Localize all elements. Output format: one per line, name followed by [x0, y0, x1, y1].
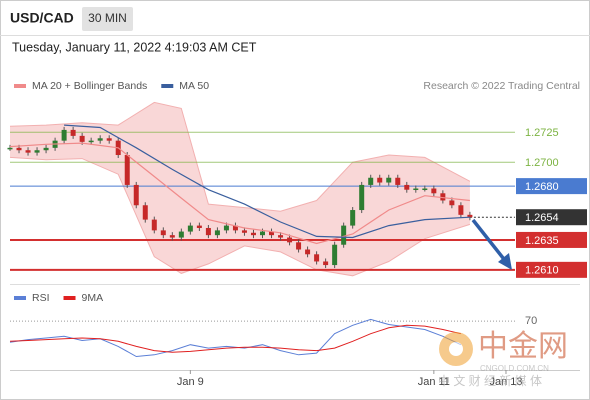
- candle: [449, 200, 455, 206]
- x-tick-label: Jan 11: [418, 376, 450, 388]
- candle: [431, 188, 437, 194]
- candle: [7, 147, 13, 150]
- candle: [269, 231, 275, 236]
- ma-line: [64, 124, 470, 239]
- candle: [260, 231, 265, 236]
- candle: [359, 184, 365, 211]
- legend-swatch: [161, 84, 174, 88]
- watermark-name: 中金网: [478, 330, 568, 363]
- candle: [151, 219, 157, 231]
- level-label: 1.2700: [525, 157, 559, 169]
- candle: [422, 188, 428, 191]
- x-tick-label: Jan 13: [489, 376, 522, 388]
- candle: [332, 244, 338, 266]
- legend-label: 9MA: [82, 292, 104, 304]
- symbol: USD/CAD: [10, 10, 74, 26]
- level-box: [516, 209, 587, 226]
- level-box: [516, 231, 587, 248]
- candle: [458, 205, 464, 215]
- timeframe: 30 MIN: [88, 11, 127, 25]
- watermark-slogan: 中 文 财 经 新 媒 体: [438, 373, 542, 388]
- candle: [97, 138, 103, 141]
- watermark-logo-inner: [449, 342, 463, 356]
- candle: [467, 214, 473, 218]
- candle: [250, 232, 256, 236]
- candle: [187, 225, 193, 232]
- y-tick-label: 70: [525, 315, 537, 327]
- candle: [323, 261, 329, 266]
- candle: [377, 177, 383, 183]
- candle: [88, 140, 94, 143]
- source: Research © 2022 Trading Central: [423, 80, 580, 92]
- legend-label: RSI: [32, 292, 50, 304]
- candle: [169, 235, 175, 238]
- band-line: [9, 101, 471, 212]
- candle: [368, 177, 374, 185]
- candle: [16, 147, 22, 151]
- candle: [178, 231, 184, 238]
- datetime: Tuesday, January 11, 2022 4:19:03 AM CET: [12, 40, 257, 54]
- band-line: [9, 156, 471, 277]
- legend-label: MA 50: [179, 80, 209, 92]
- candle: [223, 225, 229, 231]
- candle: [404, 184, 410, 190]
- candle: [142, 205, 148, 220]
- rsi-line: [9, 324, 462, 353]
- candle: [124, 155, 130, 185]
- candle: [214, 230, 220, 236]
- legend-swatch: [14, 296, 26, 300]
- candle: [61, 129, 67, 141]
- candle: [341, 225, 347, 245]
- level-label: 1.2680: [525, 181, 559, 193]
- level-label: 1.2654: [525, 212, 559, 224]
- level-box: [516, 261, 587, 278]
- candle: [196, 225, 202, 228]
- watermark-site: CNGOLD.COM.CN: [480, 364, 549, 373]
- candle: [79, 135, 85, 142]
- candle: [160, 230, 166, 236]
- watermark: 中金网 CNGOLD.COM.CN 中 文 财 经 新 媒 体: [438, 330, 568, 388]
- candle: [413, 188, 419, 191]
- candle: [34, 150, 40, 153]
- candle: [133, 184, 139, 206]
- candle: [241, 230, 247, 233]
- candle: [205, 227, 211, 236]
- candle: [287, 237, 293, 243]
- candle: [350, 210, 356, 226]
- candle: [386, 177, 392, 183]
- timeframe-badge: [82, 7, 133, 31]
- candle: [395, 177, 401, 185]
- candle: [43, 147, 49, 151]
- candle: [232, 225, 238, 231]
- legend-swatch: [63, 296, 76, 300]
- candle: [106, 138, 112, 141]
- candle: [296, 242, 302, 250]
- ma-line: [9, 142, 470, 245]
- level-label: 1.2635: [525, 235, 559, 247]
- projection-arrow: [471, 218, 509, 265]
- level-box: [516, 178, 587, 195]
- candle: [25, 150, 31, 153]
- candle: [440, 193, 446, 201]
- candle: [278, 235, 284, 238]
- level-label: 1.2610: [525, 265, 559, 277]
- candle: [70, 129, 76, 136]
- legend-swatch: [14, 84, 26, 88]
- candle: [305, 249, 311, 255]
- x-tick-label: Jan 9: [177, 376, 204, 388]
- candle: [314, 254, 320, 262]
- arrow-head: [498, 253, 512, 270]
- level-label: 1.2725: [525, 127, 559, 139]
- legend-label: MA 20 + Bollinger Bands: [32, 80, 147, 92]
